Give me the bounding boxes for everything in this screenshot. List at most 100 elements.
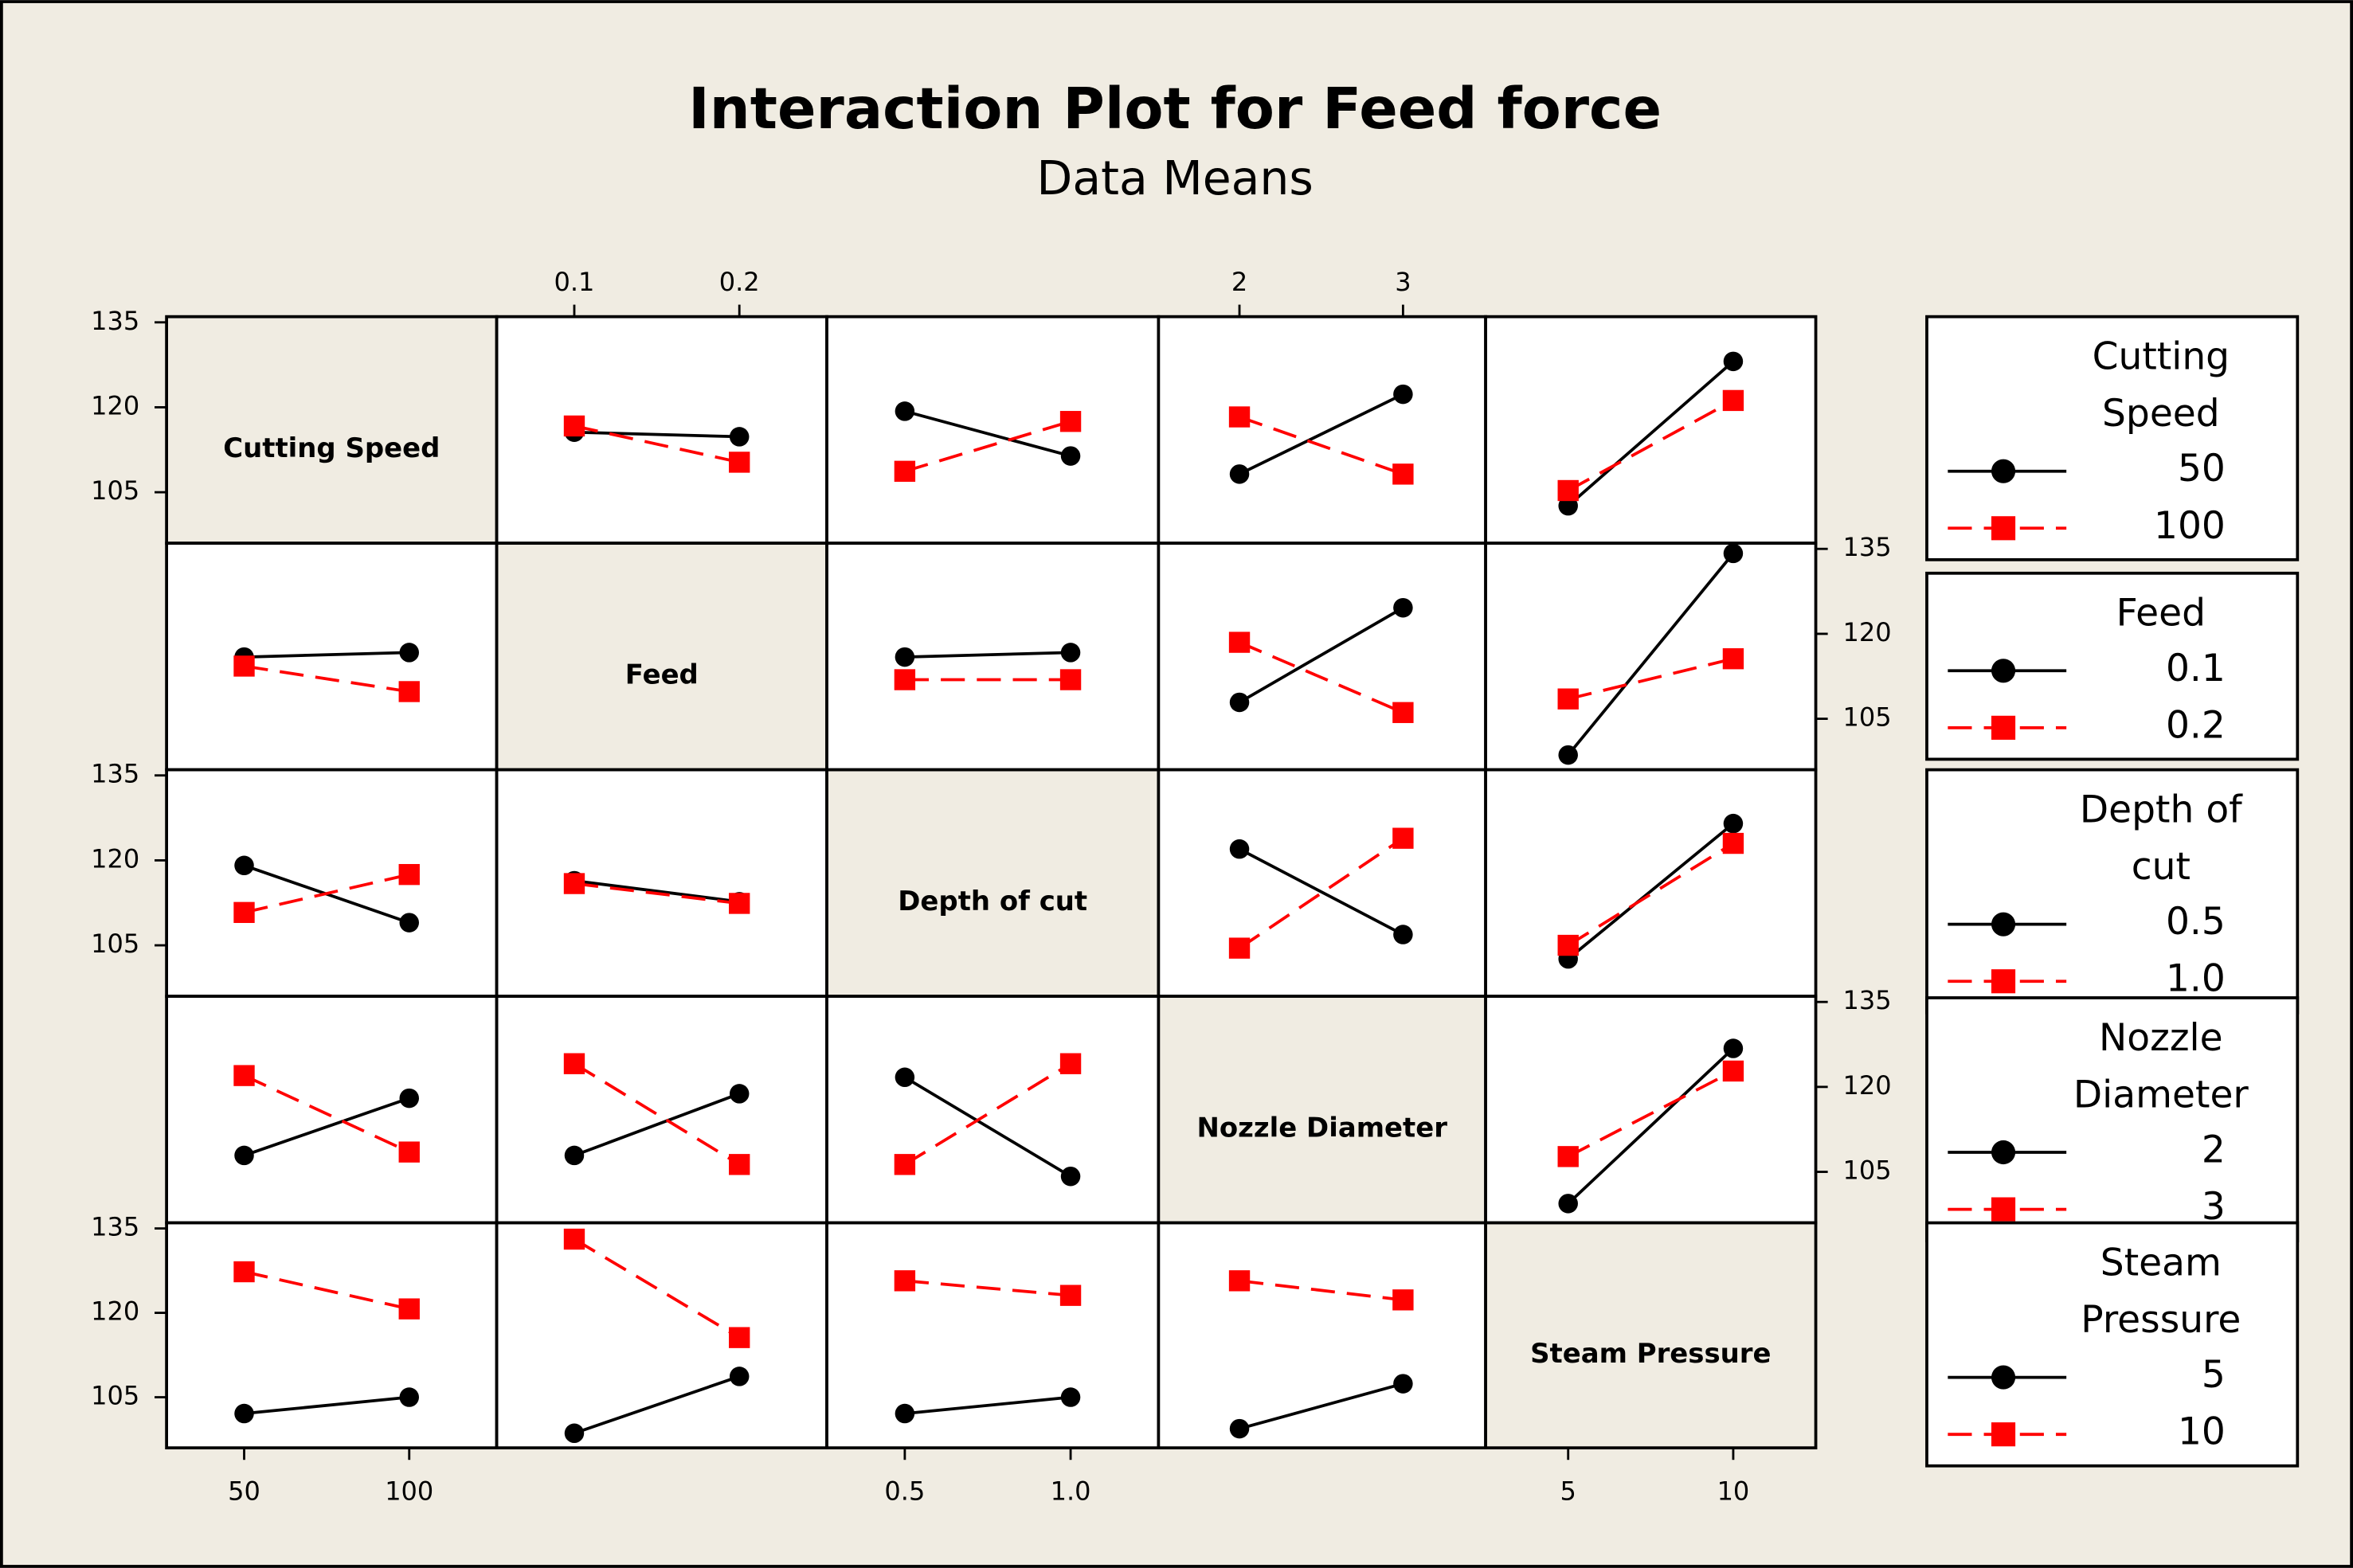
marker [1722,832,1744,854]
x-tick-label: 2 [1231,267,1247,297]
legend-label: 0.1 [2166,647,2226,690]
marker [1228,1270,1251,1292]
marker [1723,543,1744,564]
legend-title: Cutting Speed [2092,334,2230,436]
diagonal-panel [495,542,828,772]
marker [563,1053,585,1074]
marker [894,669,916,690]
trace-line [574,879,740,904]
marker [399,1088,419,1109]
panel [1157,542,1487,772]
legend: Depth of cut 0.5 1.0 [1925,768,2300,1015]
x-tick-label: 0.5 [884,1476,925,1507]
trace-line [1567,360,1735,507]
panel [825,542,1161,772]
marker [894,460,916,482]
factor-label: Feed [625,659,699,690]
marker [564,1145,585,1166]
trace-line [904,420,1071,473]
trace-line [1238,837,1404,950]
trace-line [1239,606,1404,704]
legend-title-box: Feed [2116,591,2206,635]
trace-line [1239,1279,1404,1302]
trace-line [244,1395,409,1415]
marker [1557,688,1579,710]
marker [1392,1289,1414,1311]
marker [729,1367,750,1386]
marker [1060,446,1081,466]
marker [563,873,585,894]
marker [1229,692,1250,713]
trace-line [1567,552,1735,757]
x-tick-label: 10 [1717,1476,1750,1507]
panel [495,768,828,998]
x-tick-label: 5 [1560,1476,1576,1507]
marker [894,1154,916,1175]
trace-line [1567,842,1734,947]
marker [1060,643,1081,663]
trace-line [243,1097,410,1157]
legend: Steam Pressure 5 10 [1925,1221,2300,1468]
legend-title: Feed [2116,591,2206,635]
marker [1393,1374,1413,1394]
x-tick-label: 100 [385,1476,433,1507]
trace-line [244,651,409,659]
legend-title: Steam Pressure [2081,1241,2241,1342]
marker [1557,1146,1579,1167]
factor-label: Nozzle Diameter [1197,1112,1448,1143]
marker [1558,745,1578,765]
marker [729,1154,750,1175]
x-tick-label: 0.1 [554,267,595,297]
panel [1484,995,1818,1225]
marker [1723,813,1744,834]
y-tick-label: 105 [91,1381,139,1411]
panel [165,768,499,998]
trace-line [1568,657,1734,701]
trace-line [1239,847,1404,936]
y-tick-label: 135 [91,306,139,336]
trace-line [904,1279,1071,1297]
legend-marker [1991,912,2016,936]
legend-title-box: Depth of cut [2079,788,2242,889]
marker [233,901,255,924]
marker [233,655,255,677]
trace-line [574,1092,740,1157]
marker [398,1298,420,1320]
trace-line [904,1395,1071,1415]
y-tick-label: 105 [91,475,139,506]
marker [1722,1060,1744,1082]
marker [1229,464,1250,484]
marker [1059,1053,1082,1074]
marker [895,647,915,667]
panel [1157,315,1487,545]
panel [1484,315,1818,545]
legend-marker [1991,659,2016,683]
marker [1393,384,1413,405]
marker [1229,1418,1250,1439]
marker [1228,937,1251,959]
panel [825,1221,1161,1450]
marker [1229,839,1250,859]
marker [1723,351,1744,372]
trace-line [904,409,1071,458]
marker [1558,1194,1578,1214]
marker [234,1145,254,1166]
x-tick-label: 1.0 [1051,1476,1091,1507]
factor-label: Steam Pressure [1530,1338,1771,1369]
panel [825,995,1161,1225]
y-tick-label: 135 [1842,985,1891,1015]
marker [729,452,750,473]
legend-title-box: Cutting Speed [2092,334,2230,436]
legend-marker [1991,969,2016,994]
legend-label: 100 [2154,504,2226,548]
legend-title: Depth of cut [2079,788,2242,889]
marker [1228,632,1251,653]
marker [563,1228,585,1250]
marker [564,1423,585,1444]
y-tick-label: 105 [1842,1155,1891,1186]
y-tick-label: 135 [91,1212,139,1242]
panel [495,1221,828,1450]
trace-line [1567,822,1735,960]
